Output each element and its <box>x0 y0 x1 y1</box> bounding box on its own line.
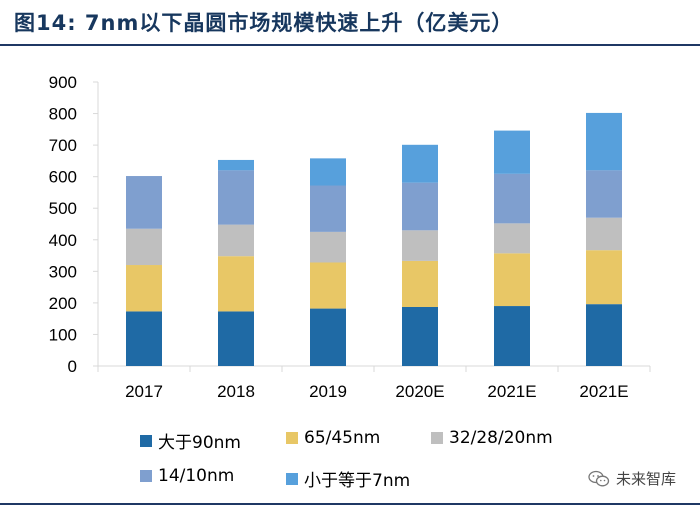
bar-segment <box>494 223 530 254</box>
bar-segment <box>310 262 346 309</box>
y-tick-label: 400 <box>49 231 77 250</box>
bar-segment <box>586 170 622 218</box>
bar-segment <box>494 253 530 307</box>
y-tick-label: 100 <box>49 325 77 344</box>
bar-segment <box>218 311 254 366</box>
wechat-icon <box>588 470 610 486</box>
x-tick-label: 2019 <box>309 382 347 401</box>
bar-segment <box>494 173 530 224</box>
y-tick-label: 500 <box>49 199 77 218</box>
bar-segment <box>586 304 622 366</box>
x-tick-label: 2017 <box>125 382 163 401</box>
x-tick-label: 2021E <box>579 382 628 401</box>
x-tick-label: 2020E <box>395 382 444 401</box>
bar-segment <box>310 185 346 232</box>
bar-segment <box>218 224 254 257</box>
bar-segment <box>310 158 346 186</box>
bar-segment <box>494 306 530 366</box>
bar-segment <box>494 130 530 174</box>
bar-segment <box>402 230 438 261</box>
y-tick-label: 300 <box>49 262 77 281</box>
watermark: 未来智库 <box>588 468 676 489</box>
bar-segment <box>310 308 346 366</box>
y-tick-label: 900 <box>49 73 77 92</box>
watermark-text: 未来智库 <box>616 470 677 488</box>
title-bar: 图14: 7nm以下晶圆市场规模快速上升（亿美元） <box>0 0 700 46</box>
bar-segment <box>126 228 162 266</box>
bar-segment <box>218 159 254 171</box>
bar-segment <box>218 170 254 225</box>
y-tick-label: 0 <box>68 357 77 376</box>
bar-segment <box>402 144 438 183</box>
bar-segment <box>402 260 438 307</box>
bar-segment <box>586 250 622 305</box>
x-tick-label: 2018 <box>217 382 255 401</box>
bar-segment <box>586 217 622 251</box>
y-tick-label: 700 <box>49 136 77 155</box>
y-tick-label: 200 <box>49 294 77 313</box>
y-tick-label: 800 <box>49 105 77 124</box>
page-title: 图14: 7nm以下晶圆市场规模快速上升（亿美元） <box>14 11 514 35</box>
bar-segment <box>126 176 162 229</box>
bar-segment <box>402 306 438 366</box>
x-tick-label: 2021E <box>487 382 536 401</box>
bar-segment <box>126 311 162 366</box>
bottom-rule <box>0 503 700 505</box>
bar-segment <box>586 112 622 171</box>
bar-segment <box>218 256 254 312</box>
bar-segment <box>126 265 162 312</box>
bar-segment <box>310 231 346 263</box>
bar-segment <box>402 182 438 231</box>
y-tick-label: 600 <box>49 168 77 187</box>
